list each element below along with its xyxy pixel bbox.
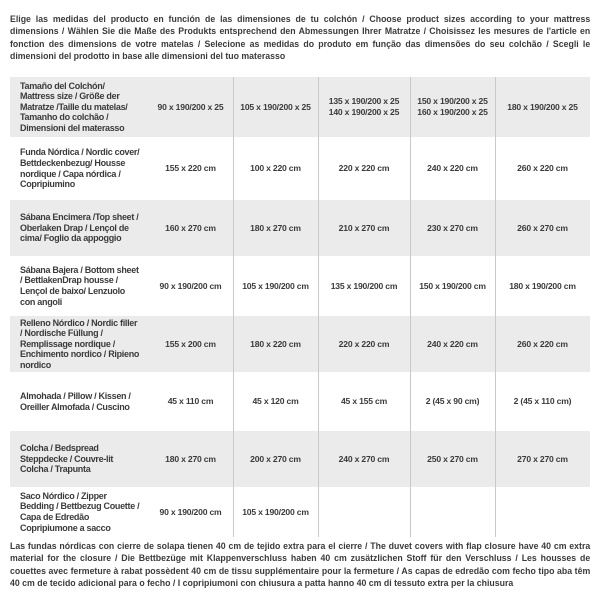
mattress-size-cell: 90 x 190/200 x 25 xyxy=(157,101,224,112)
mattress-size-cell: 150 x 190/200 x 25 160 x 190/200 x 25 xyxy=(417,96,488,117)
size-cell: 45 x 120 cm xyxy=(252,396,299,406)
size-cell: 2 (45 x 90 cm) xyxy=(425,396,480,406)
size-cell: 180 x 270 cm xyxy=(165,453,216,464)
row-label: Tamaño del Colchón/ Mattress size / Größ… xyxy=(20,80,128,133)
size-cell xyxy=(495,489,590,535)
size-cell: 260 x 220 cm xyxy=(517,338,568,349)
size-cell: 160 x 270 cm xyxy=(165,222,216,233)
size-cell: 180 x 190/200 cm xyxy=(509,280,576,291)
size-cell: 105 x 190/200 cm xyxy=(242,506,309,517)
size-cell: 250 x 270 cm xyxy=(427,453,478,464)
size-cell: 45 x 110 cm xyxy=(167,396,214,406)
size-cell: 220 x 220 cm xyxy=(338,163,390,173)
column-divider xyxy=(233,77,234,537)
size-cell: 180 x 220 cm xyxy=(250,338,301,349)
row-label: Sábana Encimera /Top sheet / Oberlaken D… xyxy=(20,212,139,244)
table-row: Funda Nórdica / Nordic cover/ Bettdecken… xyxy=(10,139,590,198)
size-cell xyxy=(410,489,495,535)
column-divider xyxy=(318,77,319,537)
size-cell: 270 x 270 cm xyxy=(517,453,568,464)
row-label: Saco Nórdico / Zipper Bedding / Bettbezu… xyxy=(20,490,140,533)
row-label: Almohada / Pillow / Kissen / Oreiller Al… xyxy=(20,390,131,412)
row-label: Sábana Bajera / Bottom sheet / Bettlaken… xyxy=(20,264,139,307)
size-cell: 90 x 190/200 cm xyxy=(159,280,222,291)
table-row: Sábana Encimera /Top sheet / Oberlaken D… xyxy=(10,200,590,256)
size-cell: 210 x 270 cm xyxy=(338,222,390,233)
row-label: Colcha / Bedspread Steppdecke / Couvre-l… xyxy=(20,443,114,475)
size-cell: 240 x 270 cm xyxy=(338,453,390,464)
intro-text: Elige las medidas del producto en funció… xyxy=(10,14,591,62)
size-cell: 240 x 220 cm xyxy=(427,163,478,173)
table-rows: Tamaño del Colchón/ Mattress size / Größ… xyxy=(10,77,590,535)
size-cell: 90 x 190/200 cm xyxy=(159,506,222,517)
size-cell: 135 x 190/200 cm xyxy=(330,280,398,291)
size-cell: 180 x 270 cm xyxy=(250,222,301,233)
mattress-size-cell: 105 x 190/200 x 25 xyxy=(240,101,311,112)
table-row: Relleno Nórdico / Nordic filler / Nordis… xyxy=(10,316,590,372)
size-cell: 2 (45 x 110 cm) xyxy=(513,396,572,406)
size-cell: 240 x 220 cm xyxy=(427,338,478,349)
size-cell: 230 x 270 cm xyxy=(427,222,478,233)
mattress-size-cell: 135 x 190/200 x 25 140 x 190/200 x 25 xyxy=(328,96,400,117)
size-cell: 105 x 190/200 cm xyxy=(242,280,309,291)
size-cell: 155 x 220 cm xyxy=(165,163,216,173)
table-header-row: Tamaño del Colchón/ Mattress size / Größ… xyxy=(10,77,590,137)
size-cell: 150 x 190/200 cm xyxy=(419,280,486,291)
size-cell xyxy=(318,489,410,535)
size-cell: 100 x 220 cm xyxy=(250,163,301,173)
table-row: Saco Nórdico / Zipper Bedding / Bettbezu… xyxy=(10,489,590,535)
size-cell: 45 x 155 cm xyxy=(340,396,388,406)
column-divider xyxy=(495,77,496,537)
mattress-size-cell: 180 x 190/200 x 25 xyxy=(507,101,578,112)
footnote-text: Las fundas nórdicas con cierre de solapa… xyxy=(10,541,591,589)
size-cell: 220 x 220 cm xyxy=(338,338,390,349)
column-divider xyxy=(410,77,411,537)
size-cell: 155 x 200 cm xyxy=(165,338,216,349)
row-label: Relleno Nórdico / Nordic filler / Nordis… xyxy=(20,317,140,370)
product-size-table: Tamaño del Colchón/ Mattress size / Größ… xyxy=(10,77,590,537)
size-cell: 260 x 270 cm xyxy=(517,222,568,233)
table-row: Colcha / Bedspread Steppdecke / Couvre-l… xyxy=(10,431,590,487)
table-row: Sábana Bajera / Bottom sheet / Bettlaken… xyxy=(10,258,590,314)
size-cell: 200 x 270 cm xyxy=(250,453,301,464)
table-row: Almohada / Pillow / Kissen / Oreiller Al… xyxy=(10,374,590,429)
row-label: Funda Nórdica / Nordic cover/ Bettdecken… xyxy=(20,147,140,190)
size-cell: 260 x 220 cm xyxy=(517,163,568,173)
